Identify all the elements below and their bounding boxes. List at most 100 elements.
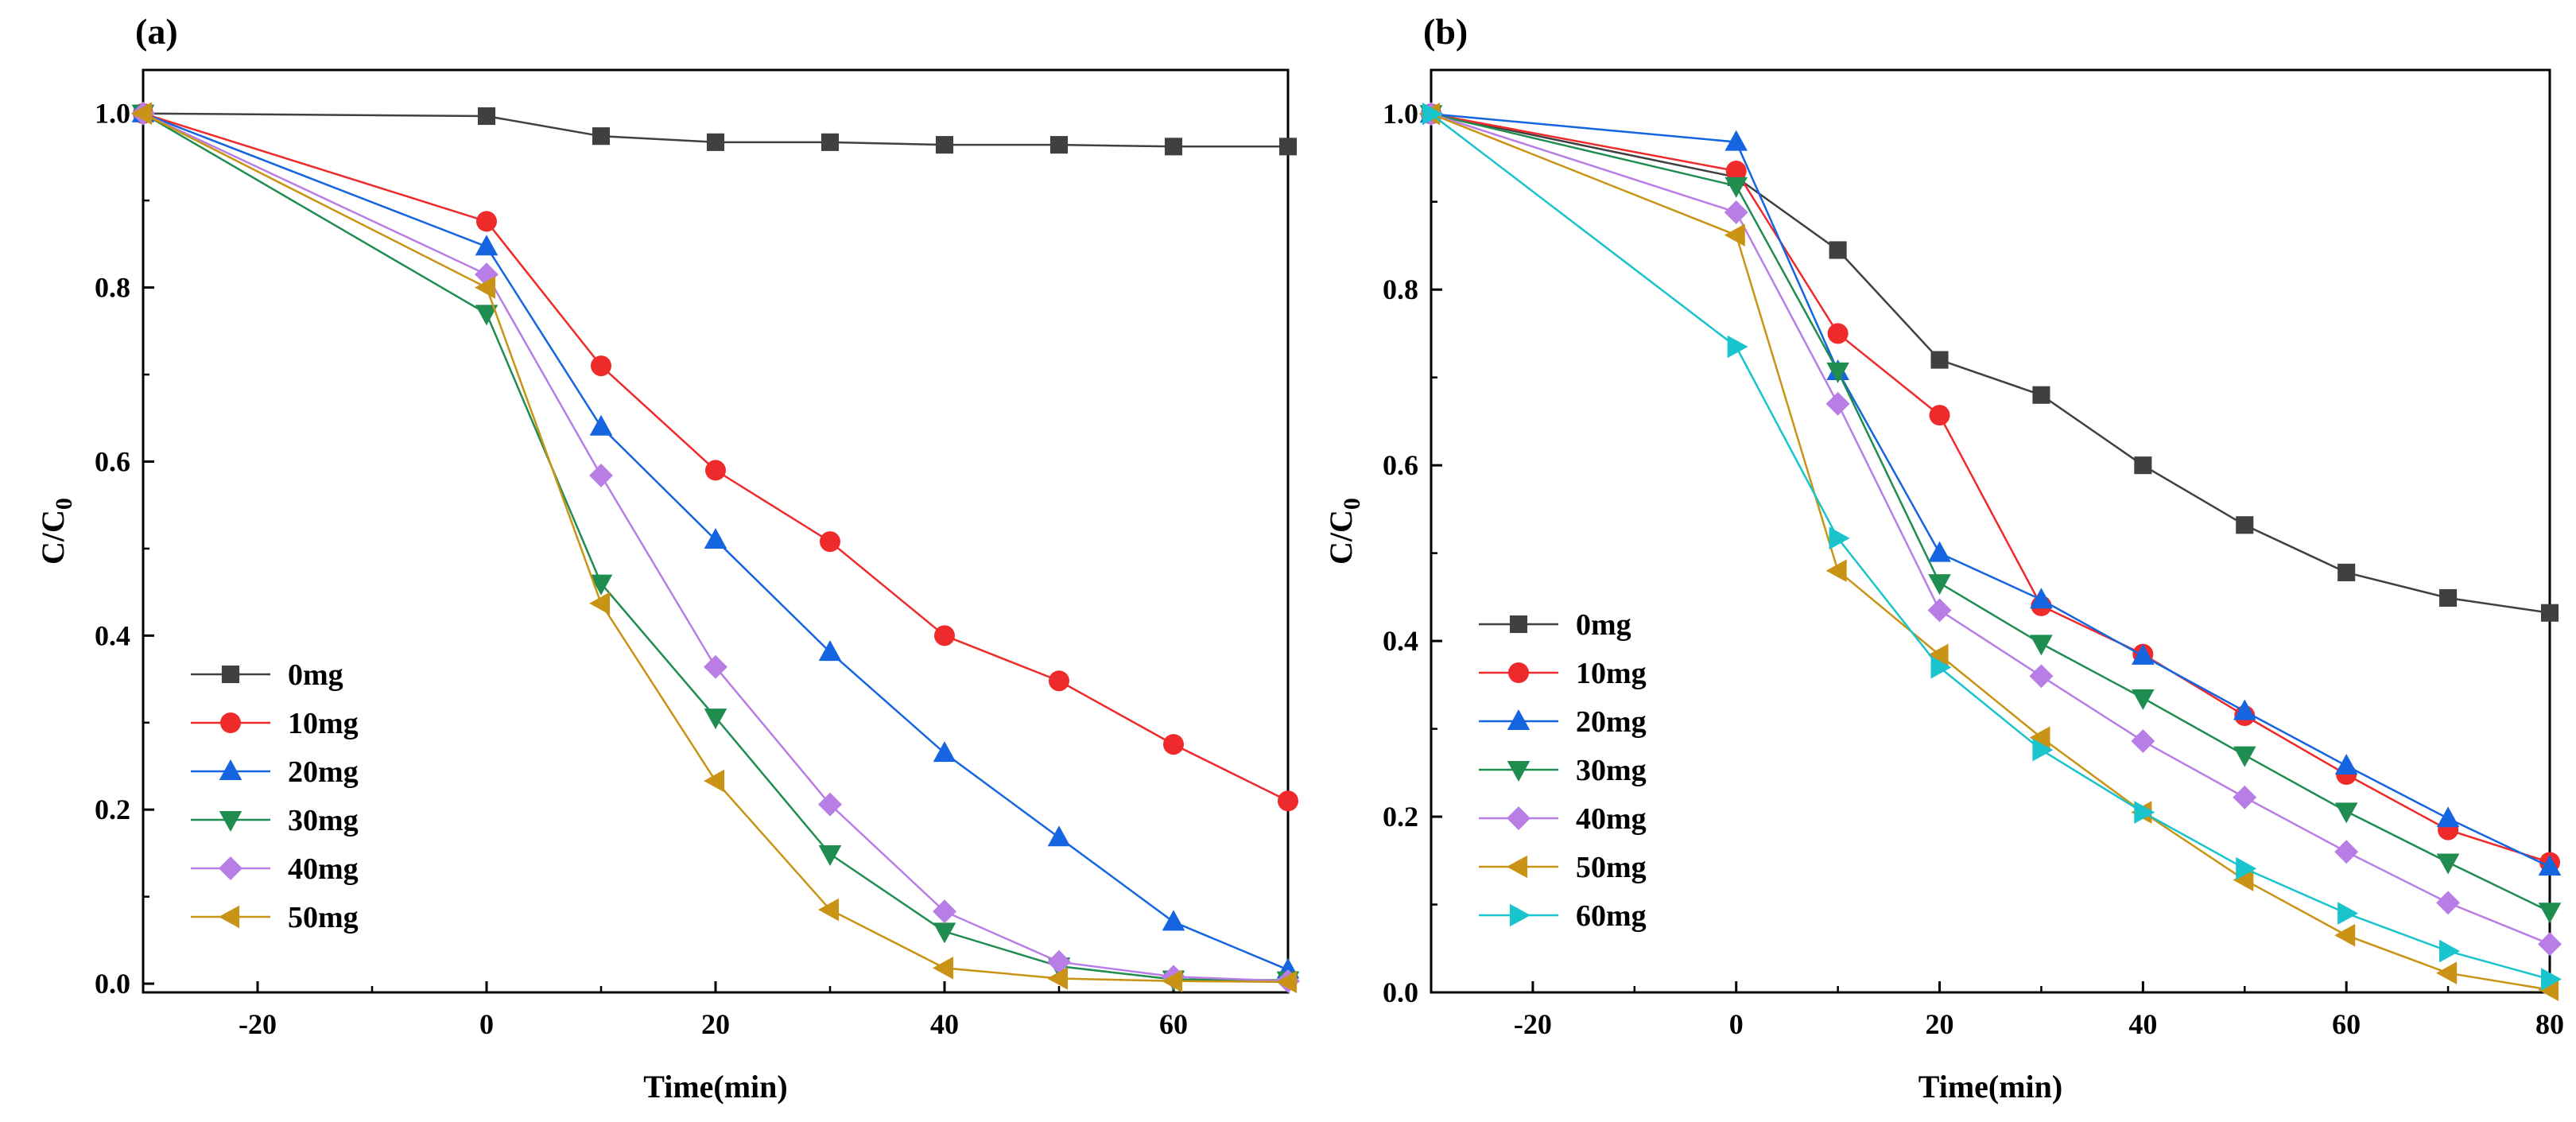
x-tick-label: 0: [479, 1008, 494, 1040]
series-line-0mg: [1430, 113, 2551, 614]
legend-marker-40mg: [1507, 806, 1530, 830]
data-point-20mg: [589, 414, 613, 436]
series-20mg: [131, 101, 1300, 979]
data-point-20mg: [475, 235, 499, 256]
data-point-40mg: [818, 792, 842, 817]
data-point-40mg: [589, 464, 613, 487]
legend: 0mg 10mg 20mg 30mg 40mg 50mg 60mg: [1479, 608, 1647, 933]
data-point-60mg: [2134, 801, 2155, 824]
legend-marker-0mg: [1509, 615, 1528, 634]
legend-marker-60mg: [1509, 903, 1530, 927]
x-tick-label: 60: [1159, 1008, 1188, 1040]
y-tick-label: 0.0: [1383, 976, 1418, 1008]
data-point-50mg: [1927, 643, 1949, 667]
data-point-10mg: [1163, 734, 1184, 755]
data-point-10mg: [1929, 405, 1950, 426]
data-point-30mg: [475, 305, 499, 326]
data-point-60mg: [1727, 335, 1748, 359]
data-point-10mg: [1725, 161, 1747, 182]
data-point-20mg: [1928, 541, 1951, 562]
data-point-20mg: [2538, 855, 2562, 876]
y-tick-label: 0.4: [95, 619, 130, 651]
legend-label-60mg: 60mg: [1576, 899, 1647, 933]
data-point-60mg: [2236, 856, 2257, 880]
data-point-0mg: [477, 107, 496, 126]
data-point-50mg: [2334, 923, 2356, 947]
data-point-0mg: [1164, 138, 1183, 156]
x-tick-label: -20: [239, 1008, 277, 1040]
data-point-30mg: [2132, 689, 2155, 710]
y-tick-label: 0.4: [1383, 625, 1418, 657]
data-point-40mg: [704, 654, 727, 679]
x-axis-title: Time(min): [643, 1069, 787, 1105]
data-point-50mg: [818, 898, 840, 922]
series-line-20mg: [1430, 112, 2551, 868]
legend-label-20mg: 20mg: [288, 755, 359, 789]
data-point-10mg: [705, 460, 726, 481]
legend-marker-30mg: [1507, 760, 1530, 782]
data-point-30mg: [2233, 746, 2256, 767]
data-point-10mg: [820, 531, 840, 553]
data-point-0mg: [2032, 386, 2050, 404]
legend-marker-20mg: [1507, 709, 1530, 731]
data-point-40mg: [2334, 840, 2359, 864]
x-tick-label: 60: [2332, 1008, 2361, 1040]
legend-label-0mg: 0mg: [1576, 608, 1631, 642]
series-line-50mg: [1430, 113, 2551, 991]
chart-panel-a: (a) -20 0 20 40 60 0.0 0.2 0.4 0.6 0.8 1.0 Time(min)…: [35, 11, 1300, 1105]
chart-panel-b: (b) -20 0 20 40 60 80 0.0 0.2 0.4 0.6 0.8 1.0 Time(mi…: [1323, 11, 2564, 1105]
series-line-10mg: [142, 112, 1289, 802]
legend-marker-30mg: [219, 810, 242, 832]
data-point-20mg: [704, 527, 727, 549]
panel-label: (a): [135, 11, 178, 52]
data-point-30mg: [589, 574, 613, 596]
data-point-20mg: [1162, 910, 1185, 931]
data-point-50mg: [475, 276, 496, 299]
series-line-30mg: [1430, 113, 2551, 913]
legend-marker-10mg: [1508, 662, 1529, 683]
y-tick-label: 0.0: [95, 968, 130, 1000]
data-point-50mg: [2538, 978, 2559, 1001]
data-point-60mg: [2540, 968, 2562, 991]
data-point-10mg: [1827, 323, 1849, 344]
plot-frame: [1430, 68, 2551, 994]
data-point-40mg: [1825, 391, 1850, 416]
data-point-0mg: [1278, 138, 1298, 156]
data-point-50mg: [131, 102, 153, 126]
series-50mg: [131, 102, 1298, 994]
data-point-20mg: [2233, 699, 2256, 720]
data-point-40mg: [2131, 729, 2155, 753]
data-point-50mg: [1825, 559, 1847, 583]
data-point-20mg: [1047, 825, 1071, 847]
data-point-50mg: [1276, 970, 1298, 994]
legend-label-0mg: 0mg: [288, 658, 343, 692]
data-point-60mg: [2337, 902, 2359, 925]
series-line-10mg: [1430, 113, 2551, 864]
panel-label: (b): [1423, 11, 1468, 52]
x-tick-label: 0: [1729, 1008, 1744, 1040]
series-0mg: [134, 104, 1298, 156]
y-tick-label: 1.0: [1383, 98, 1418, 130]
data-point-40mg: [2436, 891, 2461, 915]
legend-label-40mg: 40mg: [1576, 802, 1647, 836]
data-point-0mg: [2236, 516, 2254, 534]
data-point-50mg: [1047, 967, 1069, 990]
data-point-0mg: [706, 133, 725, 151]
data-point-30mg: [1826, 362, 1849, 383]
data-point-40mg: [2029, 664, 2054, 689]
data-point-0mg: [592, 127, 611, 146]
data-point-0mg: [2540, 604, 2559, 622]
data-point-40mg: [1047, 949, 1071, 974]
data-point-10mg: [591, 355, 611, 377]
data-point-50mg: [704, 769, 725, 793]
series-50mg: [1419, 102, 2559, 1001]
data-point-20mg: [2436, 806, 2460, 828]
data-point-50mg: [589, 592, 611, 615]
data-point-0mg: [1930, 351, 1949, 369]
y-tick-label: 0.6: [95, 445, 130, 477]
data-point-0mg: [821, 133, 840, 151]
data-point-30mg: [2334, 802, 2358, 824]
series-0mg: [1422, 105, 2559, 622]
data-point-20mg: [818, 640, 842, 662]
